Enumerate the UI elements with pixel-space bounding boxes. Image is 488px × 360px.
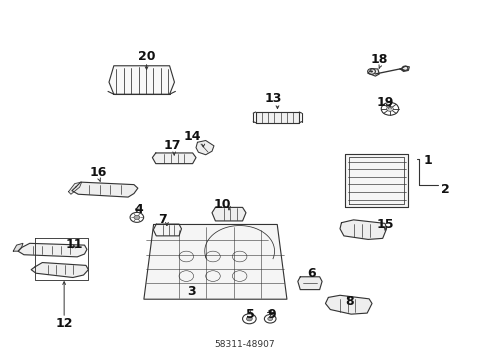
Text: 19: 19 [376,96,393,109]
Polygon shape [339,220,386,239]
Circle shape [369,71,372,72]
Text: 20: 20 [138,50,155,63]
Text: 4: 4 [134,203,143,216]
Text: 16: 16 [89,166,106,179]
Polygon shape [109,66,174,94]
Polygon shape [297,277,322,289]
Text: 7: 7 [158,213,166,226]
Text: 13: 13 [264,93,282,105]
Text: 10: 10 [213,198,231,211]
Text: 2: 2 [440,184,448,197]
Text: 3: 3 [186,284,195,297]
Circle shape [267,317,272,320]
Text: 18: 18 [370,53,387,66]
Text: 8: 8 [344,295,353,308]
Polygon shape [31,262,88,278]
Polygon shape [152,153,196,164]
Text: 58311-48907: 58311-48907 [214,340,274,349]
Polygon shape [400,66,408,72]
Polygon shape [72,182,138,197]
Polygon shape [255,112,299,123]
Text: 12: 12 [55,316,73,329]
Text: 1: 1 [423,154,432,167]
Polygon shape [325,295,371,314]
Polygon shape [13,243,23,251]
Text: 17: 17 [163,139,181,152]
Circle shape [386,106,392,111]
Text: 11: 11 [65,238,82,251]
Text: 9: 9 [267,308,276,321]
Polygon shape [212,207,245,221]
Polygon shape [68,182,81,194]
Polygon shape [143,225,286,299]
Text: 6: 6 [306,267,315,280]
Polygon shape [196,140,214,155]
Text: 14: 14 [183,130,201,143]
Polygon shape [18,243,87,257]
Circle shape [134,215,140,220]
Polygon shape [345,154,407,207]
Text: 5: 5 [245,308,254,321]
Polygon shape [367,69,379,76]
Text: 15: 15 [376,218,393,231]
Circle shape [246,317,252,321]
Polygon shape [153,224,181,236]
